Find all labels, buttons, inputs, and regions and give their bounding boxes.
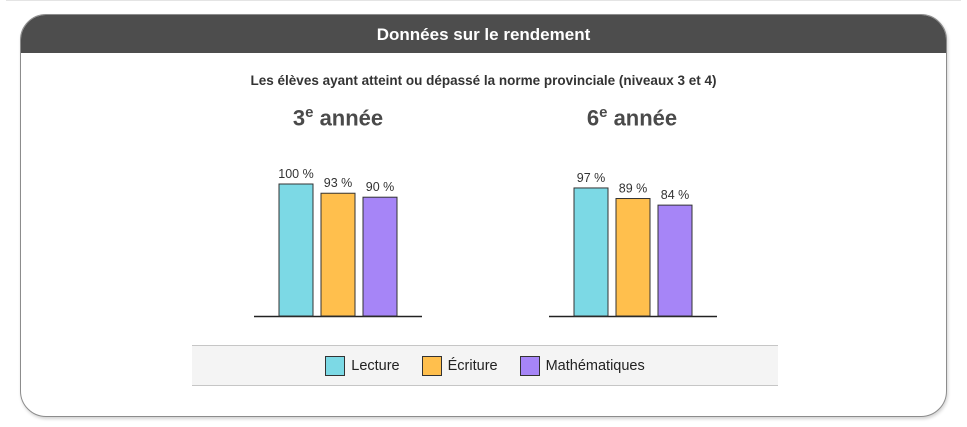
grade-6-bar-mathematiques bbox=[657, 204, 693, 317]
card-header: Données sur le rendement bbox=[21, 15, 946, 53]
grade-3-title: 3e année bbox=[238, 104, 438, 131]
grade-3-number: 3 bbox=[292, 105, 306, 131]
legend-item-ecriture: Écriture bbox=[421, 355, 498, 376]
grade-6-number: 6 bbox=[586, 105, 600, 131]
grade-6-bar-lecture bbox=[573, 187, 609, 317]
grade-3-bar-ecriture bbox=[320, 192, 356, 317]
legend-swatch-ecriture bbox=[421, 355, 442, 376]
grade-6-value-label-ecriture: 89 % bbox=[619, 182, 648, 196]
grade-3-superscript: e bbox=[305, 104, 314, 121]
card-title: Données sur le rendement bbox=[376, 24, 591, 44]
chart-subtitle: Les élèves ayant atteint ou dépassé la n… bbox=[250, 73, 717, 88]
performance-card: Données sur le rendement Les élèves ayan… bbox=[20, 14, 947, 417]
grade-3-bar-lecture bbox=[278, 183, 314, 317]
legend-label-lecture: Lecture bbox=[351, 357, 400, 374]
grade-3-value-label-mathematiques: 90 % bbox=[366, 180, 395, 194]
grade-3-word: année bbox=[319, 105, 384, 131]
legend-item-lecture: Lecture bbox=[325, 355, 400, 376]
grade-3-value-label-lecture: 100 % bbox=[278, 167, 313, 181]
legend-swatch-lecture bbox=[325, 355, 346, 376]
legend-label-mathematiques: Mathématiques bbox=[545, 357, 645, 374]
grade-3-bar-mathematiques bbox=[362, 196, 398, 317]
grade-6-value-label-lecture: 97 % bbox=[577, 171, 606, 185]
grade-6-title: 6e année bbox=[532, 104, 732, 131]
grade-6-superscript: e bbox=[599, 104, 608, 121]
grade-6-value-label-mathematiques: 84 % bbox=[661, 188, 690, 202]
grade-6-word: année bbox=[613, 105, 678, 131]
legend-swatch-mathematiques bbox=[519, 355, 540, 376]
grade-6-bar-ecriture bbox=[615, 198, 651, 317]
bar-charts: 100 % 93 % 90 % 97 % 89 % 84 % bbox=[254, 167, 717, 318]
legend-label-ecriture: Écriture bbox=[447, 357, 498, 374]
legend-item-mathematiques: Mathématiques bbox=[519, 355, 645, 376]
grade-3-value-label-ecriture: 93 % bbox=[324, 176, 353, 190]
chart-legend: Lecture Écriture Mathématiques bbox=[192, 345, 778, 386]
top-divider bbox=[6, 0, 961, 1]
